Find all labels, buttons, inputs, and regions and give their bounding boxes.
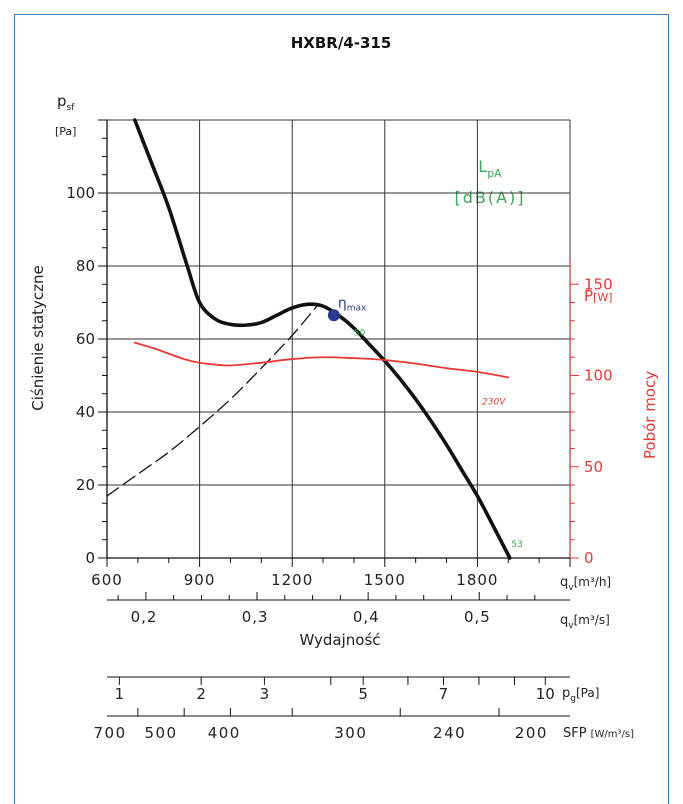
sfp-scale-caption: SFP [W/m³/s] — [563, 726, 634, 741]
x-tick-label: 600 — [91, 571, 123, 589]
lpa-label: LpA — [478, 157, 502, 180]
left-tick-label: 20 — [76, 476, 95, 494]
left-tick-label: 60 — [76, 330, 95, 348]
eta-max-point — [327, 309, 340, 322]
annotation-label: 53 — [511, 540, 522, 550]
annotation-label: 230V — [482, 398, 506, 408]
sfp-scale-label: 200 — [515, 724, 548, 742]
series-line-dashed — [106, 305, 318, 497]
x-axis-m3s-caption: qv[m³/s] — [560, 613, 610, 631]
left-axis-unit: [Pa] — [55, 125, 76, 138]
pg-scale-label: 1 — [115, 685, 125, 703]
x-tick-label: 1500 — [364, 571, 406, 589]
x-tick-label: 900 — [184, 571, 216, 589]
annotation-label: 50 — [354, 328, 366, 338]
x-m3s-tick-label: 0,3 — [242, 608, 269, 626]
left-tick-label: 80 — [76, 257, 95, 275]
sfp-scale-label: 300 — [334, 724, 367, 742]
series-line-pressure — [132, 118, 512, 560]
chart-axes — [106, 120, 571, 717]
right-tick-label: 0 — [584, 549, 594, 567]
right-tick-label: 150 — [584, 275, 613, 293]
pg-scale-label: 7 — [439, 685, 449, 703]
series-line-power — [133, 341, 510, 379]
left-tick-label: 40 — [76, 403, 95, 421]
left-tick-label: 100 — [66, 184, 95, 202]
pg-scale-label: 2 — [196, 685, 206, 703]
x-m3s-tick-label: 0,4 — [353, 608, 380, 626]
x-axis-m3h-caption: qv[m³/h] — [560, 575, 611, 593]
fan-performance-chart: HXBR/4-315 psf [Pa] Ciśnienie statyczne … — [29, 34, 659, 742]
right-axis-label: Pobór mocy — [641, 371, 659, 459]
left-axis-symbol: psf — [57, 92, 75, 113]
chart-title: HXBR/4-315 — [291, 34, 392, 52]
chart-grid — [107, 119, 571, 558]
chart-annotations: ηmax 50 53 230V — [327, 295, 523, 550]
x-axis-caption: Wydajność — [299, 631, 380, 649]
eta-max-label: ηmax — [338, 295, 367, 313]
x-tick-label: 1800 — [456, 571, 498, 589]
chart-frame — [14, 14, 669, 804]
right-tick-label: 50 — [584, 458, 603, 476]
pg-scale-label: 5 — [358, 685, 368, 703]
pg-scale-caption: pg[Pa] — [562, 686, 599, 704]
chart-series — [106, 118, 512, 560]
right-tick-label: 100 — [584, 367, 613, 385]
sfp-scale-label: 700 — [94, 724, 127, 742]
right-axis-symbol: P[W] — [584, 287, 613, 305]
sfp-scale-label: 240 — [433, 724, 466, 742]
pg-scale-label: 10 — [536, 685, 555, 703]
x-tick-label: 1200 — [271, 571, 313, 589]
pg-scale-label: 3 — [260, 685, 270, 703]
sfp-scale-label: 400 — [208, 724, 241, 742]
left-axis-label: Ciśnienie statyczne — [29, 265, 47, 411]
lpa-unit: [dB(A)] — [454, 188, 525, 207]
x-m3s-tick-label: 0,2 — [131, 608, 158, 626]
left-tick-label: 0 — [85, 549, 95, 567]
sfp-scale-label: 500 — [144, 724, 177, 742]
x-m3s-tick-label: 0,5 — [464, 608, 491, 626]
